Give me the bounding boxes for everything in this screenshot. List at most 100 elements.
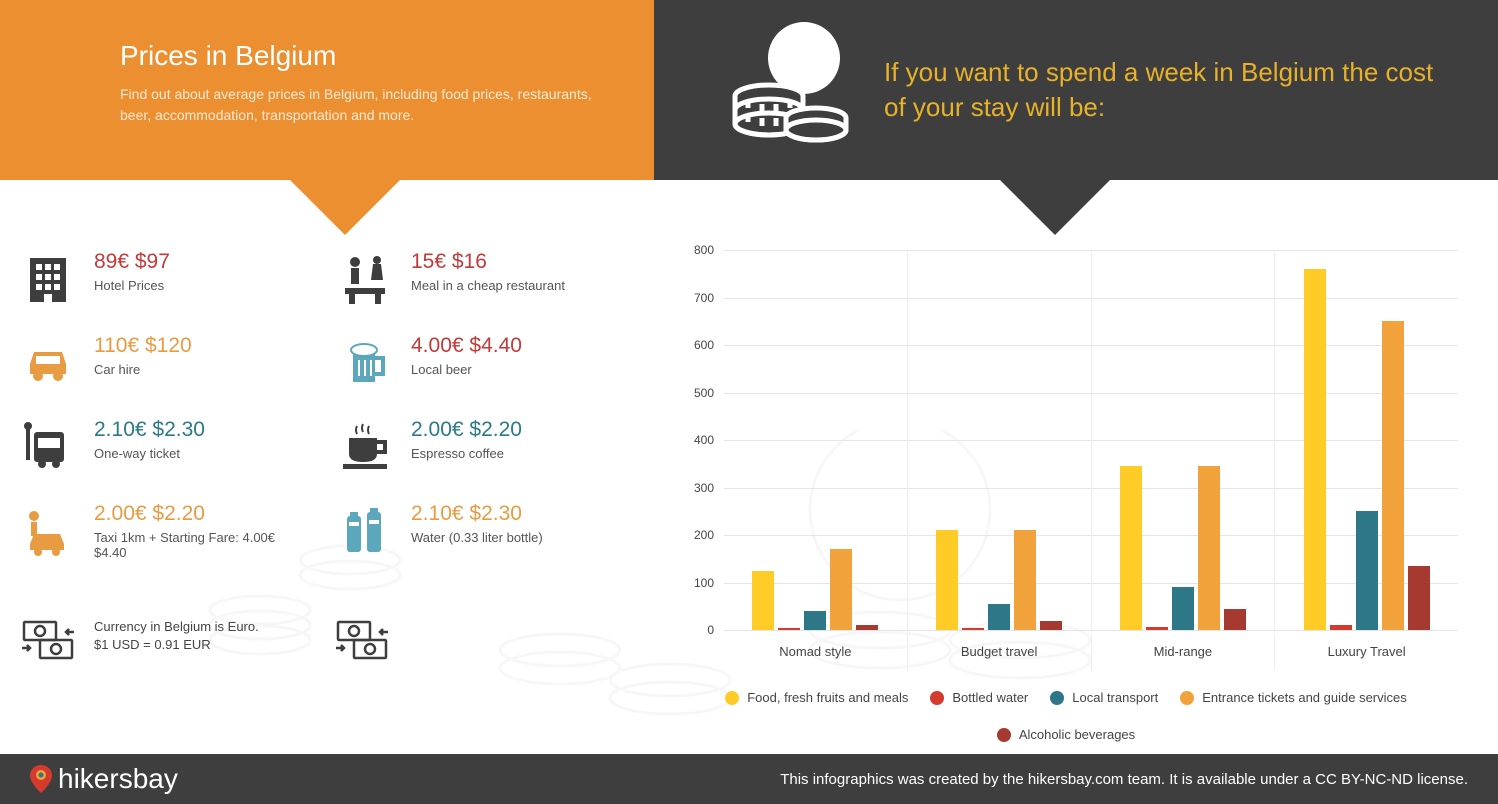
price-amount: 110€ $120: [94, 334, 192, 358]
price-amount: 2.10€ $2.30: [411, 502, 543, 526]
price-label: One-way ticket: [94, 446, 205, 461]
meal-icon: [337, 250, 393, 306]
bar: [1040, 621, 1062, 631]
chart-panel: 0100200300400500600700800Nomad styleBudg…: [654, 250, 1498, 754]
header-right-panel: If you want to spend a week in Belgium t…: [654, 0, 1498, 180]
price-amount: 2.00€ $2.20: [94, 502, 307, 526]
bar: [804, 611, 826, 630]
brand-logo: hikersbay: [30, 763, 178, 795]
price-label: Taxi 1km + Starting Fare: 4.00€ $4.40: [94, 530, 307, 560]
taxi-icon: [20, 502, 76, 558]
exchange-icon: [334, 618, 390, 662]
x-tick-label: Mid-range: [1091, 634, 1275, 670]
prices-panel: 89€ $97 Hotel Prices 110€ $120 Car hire 2.10…: [0, 250, 654, 754]
page-subtitle: Find out about average prices in Belgium…: [120, 84, 620, 126]
footer: hikersbay This infographics was created …: [0, 754, 1498, 804]
bar: [1330, 625, 1352, 630]
water-icon: [337, 502, 393, 558]
triangle-pointer-left: [290, 180, 400, 235]
pin-icon: [30, 765, 52, 793]
x-tick-label: Nomad style: [724, 634, 907, 670]
price-amount: 2.00€ $2.20: [411, 418, 522, 442]
y-tick-label: 800: [674, 243, 714, 257]
bar: [988, 604, 1010, 630]
y-tick-label: 500: [674, 386, 714, 400]
coffee-icon: [337, 418, 393, 474]
brand-name: hikersbay: [58, 763, 178, 795]
bar-group: [1274, 250, 1458, 630]
bar: [830, 549, 852, 630]
legend-label: Alcoholic beverages: [1019, 727, 1135, 742]
price-label: Hotel Prices: [94, 278, 170, 293]
price-item-coffee: 2.00€ $2.20 Espresso coffee: [337, 418, 624, 474]
bar: [752, 571, 774, 630]
price-label: Local beer: [411, 362, 522, 377]
y-tick-label: 200: [674, 528, 714, 542]
legend-label: Food, fresh fruits and meals: [747, 690, 908, 705]
currency-text: Currency in Belgium is Euro. $1 USD = 0.…: [94, 618, 274, 654]
y-tick-label: 400: [674, 433, 714, 447]
price-label: Meal in a cheap restaurant: [411, 278, 565, 293]
legend-label: Local transport: [1072, 690, 1158, 705]
legend-item: Alcoholic beverages: [997, 727, 1135, 742]
y-tick-label: 100: [674, 576, 714, 590]
price-amount: 89€ $97: [94, 250, 170, 274]
legend-swatch: [1180, 691, 1194, 705]
bar: [1146, 627, 1168, 630]
coins-icon: [714, 20, 854, 160]
bar: [1224, 609, 1246, 630]
legend-item: Entrance tickets and guide services: [1180, 690, 1407, 705]
bar: [1172, 587, 1194, 630]
y-tick-label: 0: [674, 623, 714, 637]
legend-item: Local transport: [1050, 690, 1158, 705]
price-item-water: 2.10€ $2.30Water (0.33 liter bottle): [337, 502, 624, 558]
hotel-icon: [20, 250, 76, 306]
price-label: Espresso coffee: [411, 446, 522, 461]
exchange-icon: [20, 618, 76, 662]
bar: [1356, 511, 1378, 630]
triangle-pointer-right: [1000, 180, 1110, 235]
bar: [1014, 530, 1036, 630]
price-item-meal: 15€ $16 Meal in a cheap restaurant: [337, 250, 624, 306]
chart-legend: Food, fresh fruits and meals Bottled wate…: [674, 690, 1458, 742]
legend-label: Entrance tickets and guide services: [1202, 690, 1407, 705]
bar-group: [907, 250, 1091, 630]
legend-item: Bottled water: [930, 690, 1028, 705]
y-tick-label: 300: [674, 481, 714, 495]
header: Prices in Belgium Find out about average…: [0, 0, 1498, 180]
bar: [936, 530, 958, 630]
bar-group: [724, 250, 907, 630]
currency-note-dup: [334, 618, 390, 662]
price-item-car: 110€ $120 Car hire: [20, 334, 307, 390]
bar: [856, 625, 878, 630]
header-right-text: If you want to spend a week in Belgium t…: [884, 55, 1438, 125]
legend-label: Bottled water: [952, 690, 1028, 705]
price-item-beer: 4.00€ $4.40 Local beer: [337, 334, 624, 390]
bar-chart: 0100200300400500600700800Nomad styleBudg…: [674, 250, 1458, 670]
x-tick-label: Budget travel: [907, 634, 1091, 670]
bar: [1304, 269, 1326, 630]
bar: [778, 628, 800, 630]
bar: [1198, 466, 1220, 630]
bus-icon: [20, 418, 76, 474]
price-item-hotel: 89€ $97 Hotel Prices: [20, 250, 307, 306]
currency-note: Currency in Belgium is Euro. $1 USD = 0.…: [20, 618, 274, 662]
legend-swatch: [1050, 691, 1064, 705]
y-tick-label: 600: [674, 338, 714, 352]
price-amount: 2.10€ $2.30: [94, 418, 205, 442]
x-tick-label: Luxury Travel: [1274, 634, 1458, 670]
price-amount: 4.00€ $4.40: [411, 334, 522, 358]
legend-swatch: [930, 691, 944, 705]
car-icon: [20, 334, 76, 390]
bar: [1382, 321, 1404, 630]
bar-group: [1091, 250, 1275, 630]
legend-swatch: [997, 728, 1011, 742]
price-amount: 15€ $16: [411, 250, 565, 274]
footer-text: This infographics was created by the hik…: [780, 771, 1468, 788]
bar: [962, 628, 984, 630]
y-tick-label: 700: [674, 291, 714, 305]
legend-swatch: [725, 691, 739, 705]
page-title: Prices in Belgium: [120, 40, 624, 72]
header-left-panel: Prices in Belgium Find out about average…: [0, 0, 654, 180]
price-label: Car hire: [94, 362, 192, 377]
